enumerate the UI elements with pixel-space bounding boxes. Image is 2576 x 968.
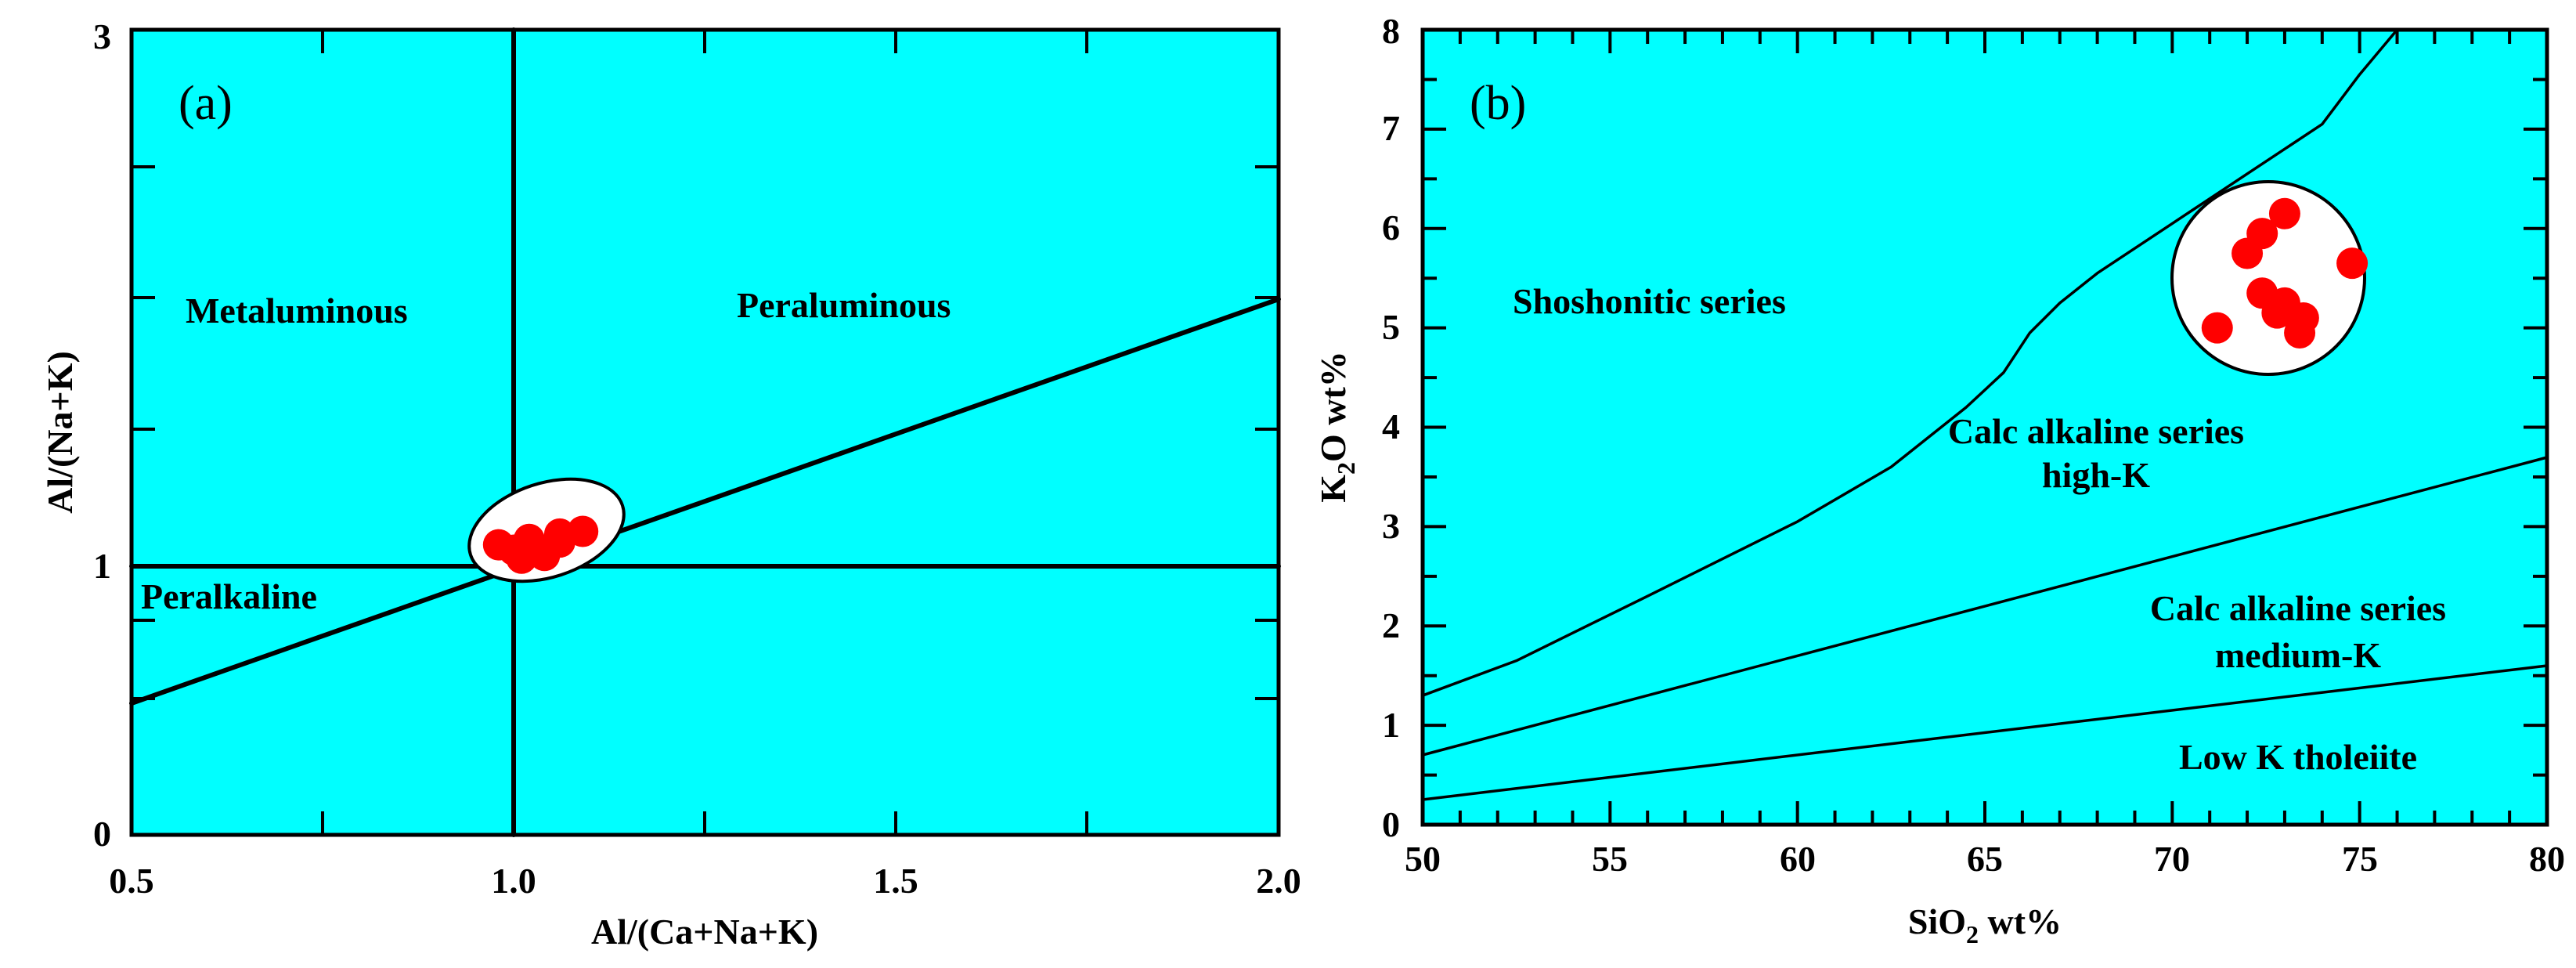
panel-a-x-tick-label: 1.0: [491, 861, 536, 901]
panel-a-x-tick-label: 1.5: [873, 861, 918, 901]
panel-a-x-tick-label: 2.0: [1256, 861, 1301, 901]
panel-b-y-tick-label: 4: [1382, 406, 1400, 446]
panel-b-y-tick-label: 5: [1382, 307, 1400, 347]
panel-b-region-highk-label: high-K: [2042, 455, 2150, 495]
panel-a-y-tick-label: 0: [93, 814, 111, 854]
panel-b-x-tick-label: 70: [2154, 839, 2190, 879]
panel-b-region-low-k-tholeiite: Low K tholeiite: [2179, 737, 2417, 777]
panel-b-y-tick-label: 8: [1382, 11, 1400, 51]
panel-a-boundary-diagonal: [129, 297, 1281, 706]
panel-a-data-point: [567, 515, 599, 547]
panel-b-y-tick-label: 0: [1382, 804, 1400, 844]
panel-b-y-tick-label: 2: [1382, 605, 1400, 645]
panel-a-region-metaluminous: Metaluminous: [186, 291, 408, 330]
panel-b-x-axis-title: SiO2 wt%: [1908, 901, 2062, 948]
panel-b-data-point: [2246, 218, 2278, 250]
panel-a-data-point: [506, 542, 538, 574]
panel-b-data-point: [2284, 316, 2316, 349]
panel-b-region-shoshonitic: Shoshonitic series: [1513, 281, 1786, 321]
panel-b-x-axis-title-tail: wt%: [1979, 901, 2062, 941]
panel-b-y-axis-title-sub: 2: [1332, 462, 1360, 475]
panel-a-region-peraluminous: Peraluminous: [737, 285, 951, 325]
panel-b-points: [2201, 197, 2369, 349]
panel-b-y-tick-label: 7: [1382, 108, 1400, 148]
panel-b-region-mediumk-label: medium-K: [2215, 635, 2381, 675]
panel-b-y-tick-labels: 0 1 2 3 4 5 6 7 8: [1382, 11, 1400, 844]
panel-a-y-axis-title: Al/(Na+K): [40, 351, 80, 514]
panel-b: 50 55 60 65 70 75 80 0 1 2 3 4 5 6 7 8 S…: [1313, 11, 2565, 948]
panel-a-points: [482, 515, 599, 574]
panel-b-x-tick-label: 50: [1405, 839, 1441, 879]
panel-b-region-calc-alkaline-highk: Calc alkaline series: [1948, 411, 2244, 451]
panel-b-x-tick-label: 55: [1592, 839, 1628, 879]
panel-b-y-tick-label: 3: [1382, 506, 1400, 546]
panel-b-x-tick-labels: 50 55 60 65 70 75 80: [1405, 839, 2565, 879]
panel-b-y-tick-label: 1: [1382, 705, 1400, 745]
panel-b-boundary-shoshonitic-highk: [1421, 28, 2399, 697]
panel-a-tag: (a): [179, 77, 233, 130]
panel-a: 0.5 1.0 1.5 2.0 3 1 0 Al/(Ca+Na+K) Al/(N…: [40, 16, 1301, 952]
panel-b-boundary-mediumk-lowk: [1421, 664, 2549, 801]
panel-b-y-tick-label: 6: [1382, 208, 1400, 247]
panel-b-data-point: [2336, 247, 2369, 280]
panel-b-plot-area: [1420, 27, 2549, 827]
panel-b-x-tick-label: 80: [2529, 839, 2565, 879]
panel-b-y-axis-title-main: K: [1313, 475, 1353, 503]
panel-b-y-axis-title: K2O wt%: [1313, 351, 1360, 503]
panel-a-y-tick-label: 3: [93, 16, 111, 56]
panel-b-data-point: [2201, 312, 2233, 344]
panel-a-region-peralkaline: Peralkaline: [141, 576, 317, 616]
panel-b-x-axis-title-main: SiO: [1908, 901, 1966, 941]
panel-b-data-point: [2268, 197, 2300, 229]
panel-b-x-tick-label: 75: [2342, 839, 2378, 879]
panel-b-ticks: [1423, 30, 2547, 825]
panel-b-x-axis-title-sub: 2: [1966, 920, 1979, 948]
panel-b-sample-field: [2170, 180, 2366, 376]
panel-a-y-tick-label: 1: [93, 546, 111, 586]
panel-b-tag: (b): [1470, 77, 1526, 130]
panel-a-ticks: [132, 30, 1279, 835]
panel-b-x-tick-label: 60: [1780, 839, 1816, 879]
panel-a-data-point: [529, 540, 561, 572]
panel-b-boundary-highk-mediumk: [1421, 456, 2549, 757]
panel-b-y-axis-title-tail: O wt%: [1313, 351, 1353, 462]
panel-b-region-calc-alkaline-mediumk: Calc alkaline series: [2150, 588, 2446, 628]
panel-a-plot-area: [129, 27, 1281, 837]
panel-a-x-tick-label: 0.5: [109, 861, 154, 901]
panel-b-x-tick-label: 65: [1967, 839, 2003, 879]
panel-a-x-axis-title: Al/(Ca+Na+K): [591, 912, 818, 952]
